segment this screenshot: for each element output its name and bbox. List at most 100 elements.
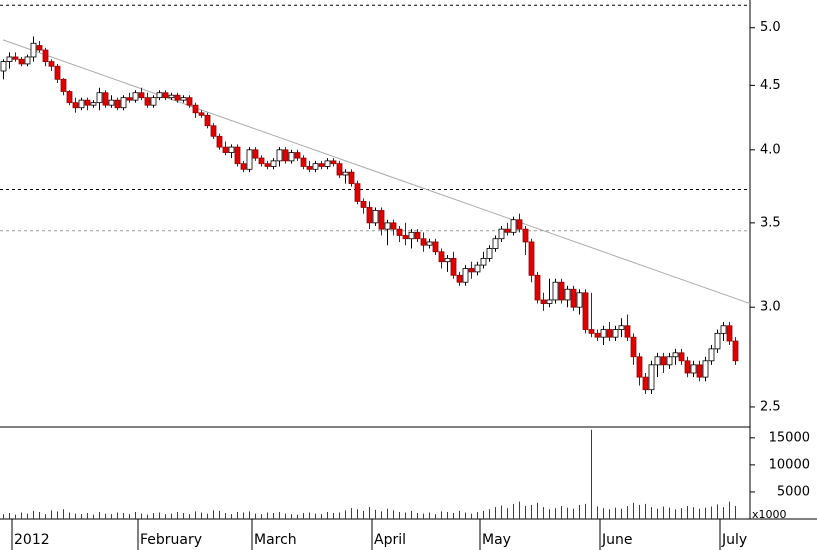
candle-body (390, 222, 397, 230)
candle-body (330, 160, 337, 165)
candle-body (138, 92, 145, 99)
candle-body (90, 102, 97, 106)
candle-body (312, 163, 319, 170)
candle-body (378, 210, 385, 230)
candle-body (510, 219, 517, 233)
candle-body (132, 92, 139, 101)
candle-body (258, 157, 265, 165)
candle-body (564, 288, 571, 301)
x-tick-label: May (482, 532, 511, 548)
candle-body (84, 99, 91, 106)
candle-body (288, 152, 295, 162)
candle-body (690, 364, 697, 374)
candle-body (384, 222, 391, 230)
candle-body (102, 92, 109, 106)
candle-body (366, 207, 373, 224)
candle-body (426, 241, 433, 246)
volume-tick-label: 15000 (769, 430, 810, 445)
candle-body (354, 183, 361, 202)
candle-body (168, 94, 175, 99)
candle-body (342, 171, 349, 176)
candle-body (732, 340, 739, 362)
candle-body (630, 336, 637, 358)
candle-body (324, 160, 331, 167)
candle-body (648, 364, 655, 391)
candle-body (54, 65, 61, 80)
candle-body (204, 114, 211, 127)
candle-body (144, 97, 151, 106)
volume-tick-label: 5000 (777, 484, 810, 499)
trendline (2, 39, 751, 305)
candle-body (474, 264, 481, 273)
candle-body (534, 274, 541, 301)
candle-body (264, 163, 271, 167)
candle-body (672, 352, 679, 358)
candle-body (108, 99, 115, 106)
candle-body (642, 376, 649, 391)
candle-body (468, 268, 475, 273)
candle-body (486, 248, 493, 259)
volume-tick-label: 10000 (769, 457, 810, 472)
x-tick-label: April (374, 532, 406, 548)
candle-body (624, 325, 631, 338)
candle-body (162, 92, 169, 99)
candle-body (492, 238, 499, 249)
candle-body (606, 329, 613, 338)
candle-body (114, 99, 121, 109)
y-tick-label: 2.5 (760, 399, 781, 414)
candle-body (444, 257, 451, 263)
candle-body (6, 56, 13, 62)
candle-body (156, 92, 163, 99)
candle-body (450, 257, 457, 276)
candle-body (192, 104, 199, 114)
candle-body (660, 356, 667, 366)
candle-body (42, 49, 49, 62)
candle-body (612, 329, 619, 338)
candle-body (576, 292, 583, 308)
candle-body (126, 97, 133, 101)
candle-body (30, 42, 37, 58)
candle-body (678, 352, 685, 362)
volume-unit: x1000 (752, 508, 787, 521)
candle-body (516, 219, 523, 230)
candle-body (696, 364, 703, 378)
x-tick-label: July (721, 532, 747, 548)
candle-body (72, 102, 79, 109)
candle-body (78, 99, 85, 109)
candle-body (24, 56, 31, 65)
x-tick-label: 2012 (14, 532, 50, 548)
candle-body (12, 56, 19, 60)
y-tick-label: 5.0 (760, 20, 781, 35)
candle-body (300, 157, 307, 167)
candle-body (498, 228, 505, 240)
candle-body (432, 241, 439, 253)
candle-body (234, 146, 241, 165)
candle-body (600, 329, 607, 338)
candle-body (18, 58, 25, 65)
y-tick-label: 4.0 (760, 142, 781, 157)
candle-body (246, 149, 253, 170)
candle-body (270, 160, 277, 167)
candle-body (372, 210, 379, 224)
candle-body (480, 257, 487, 266)
candle-body (198, 112, 205, 116)
candle-body (318, 163, 325, 167)
candle-body (636, 356, 643, 378)
candle-body (726, 325, 733, 342)
candle-body (414, 231, 421, 240)
candle-body (66, 91, 73, 104)
candle-body (48, 61, 55, 67)
candle-body (654, 356, 661, 366)
candle-body (528, 241, 535, 276)
candle-body (456, 274, 463, 283)
candle-body (306, 166, 313, 170)
candle-body (228, 146, 235, 153)
candle-body (0, 61, 7, 72)
candle-body (684, 360, 691, 374)
candle-body (582, 292, 589, 330)
candle-body (702, 360, 709, 378)
candle-body (504, 228, 511, 233)
candle-body (120, 97, 127, 109)
